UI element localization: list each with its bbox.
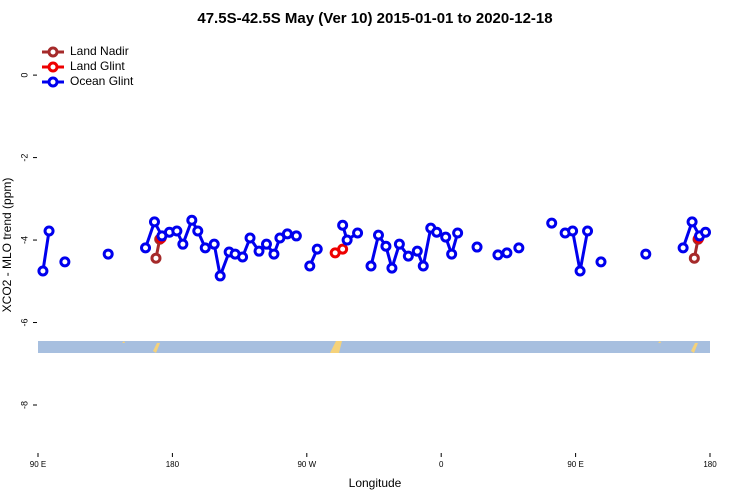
y-tick-label: 0 bbox=[19, 73, 29, 78]
data-point bbox=[582, 225, 594, 237]
data-point bbox=[677, 242, 689, 254]
legend-marker bbox=[47, 46, 59, 58]
data-point bbox=[640, 248, 652, 260]
data-point bbox=[402, 250, 414, 262]
x-tick-label: 90 E bbox=[30, 460, 46, 469]
data-point bbox=[386, 262, 398, 274]
x-tick-label: 90 E bbox=[567, 460, 583, 469]
y-axis-label: XCO2 - MLO trend (ppm) bbox=[0, 178, 14, 313]
data-point bbox=[237, 251, 249, 263]
data-point bbox=[268, 248, 280, 260]
data-point bbox=[337, 219, 349, 231]
data-point bbox=[140, 242, 152, 254]
legend-marker bbox=[47, 61, 59, 73]
data-point bbox=[253, 245, 265, 257]
data-point bbox=[546, 217, 558, 229]
legend-label: Ocean Glint bbox=[70, 74, 134, 88]
data-point bbox=[311, 243, 323, 255]
data-point bbox=[686, 216, 698, 228]
data-point bbox=[304, 260, 316, 272]
x-axis-label: Longitude bbox=[349, 476, 402, 490]
data-point bbox=[59, 256, 71, 268]
data-point bbox=[199, 242, 211, 254]
data-point bbox=[171, 225, 183, 237]
data-point bbox=[501, 247, 513, 259]
x-tick-label: 180 bbox=[166, 460, 180, 469]
data-point bbox=[688, 252, 700, 264]
data-point bbox=[440, 231, 452, 243]
data-point bbox=[290, 230, 302, 242]
legend-label: Land Glint bbox=[70, 59, 125, 73]
data-point bbox=[417, 260, 429, 272]
data-point bbox=[574, 265, 586, 277]
data-point bbox=[492, 249, 504, 261]
data-point bbox=[380, 240, 392, 252]
data-point bbox=[244, 232, 256, 244]
x-tick-label: 180 bbox=[703, 460, 717, 469]
data-point bbox=[177, 238, 189, 250]
data-point bbox=[411, 245, 423, 257]
ocean-band bbox=[38, 341, 710, 353]
legend-marker bbox=[47, 76, 59, 88]
x-tick-label: 0 bbox=[439, 460, 444, 469]
y-tick-label: -6 bbox=[19, 319, 29, 327]
y-tick-label: -4 bbox=[19, 236, 29, 244]
data-point bbox=[431, 226, 443, 238]
data-point bbox=[393, 238, 405, 250]
data-point bbox=[192, 225, 204, 237]
data-point bbox=[372, 229, 384, 241]
data-point bbox=[567, 225, 579, 237]
series bbox=[37, 214, 712, 282]
data-point bbox=[37, 265, 49, 277]
data-point bbox=[446, 248, 458, 260]
data-point bbox=[471, 241, 483, 253]
y-tick-label: -2 bbox=[19, 154, 29, 162]
data-point bbox=[150, 252, 162, 264]
data-point bbox=[337, 243, 349, 255]
data-point bbox=[214, 270, 226, 282]
data-point bbox=[595, 256, 607, 268]
data-point bbox=[260, 238, 272, 250]
data-point bbox=[513, 242, 525, 254]
land-ocean-strip bbox=[38, 341, 710, 353]
data-point bbox=[452, 227, 464, 239]
data-point bbox=[208, 238, 220, 250]
y-tick-label: -8 bbox=[19, 401, 29, 409]
data-point bbox=[700, 226, 712, 238]
data-point bbox=[148, 216, 160, 228]
data-point bbox=[281, 228, 293, 240]
x-tick-label: 90 W bbox=[297, 460, 316, 469]
data-point bbox=[365, 260, 377, 272]
data-point bbox=[352, 227, 364, 239]
data-point bbox=[186, 214, 198, 226]
legend-label: Land Nadir bbox=[70, 44, 129, 58]
chart-title: 47.5S-42.5S May (Ver 10) 2015-01-01 to 2… bbox=[197, 10, 552, 27]
data-point bbox=[102, 248, 114, 260]
data-point bbox=[43, 225, 55, 237]
data-point bbox=[341, 234, 353, 246]
